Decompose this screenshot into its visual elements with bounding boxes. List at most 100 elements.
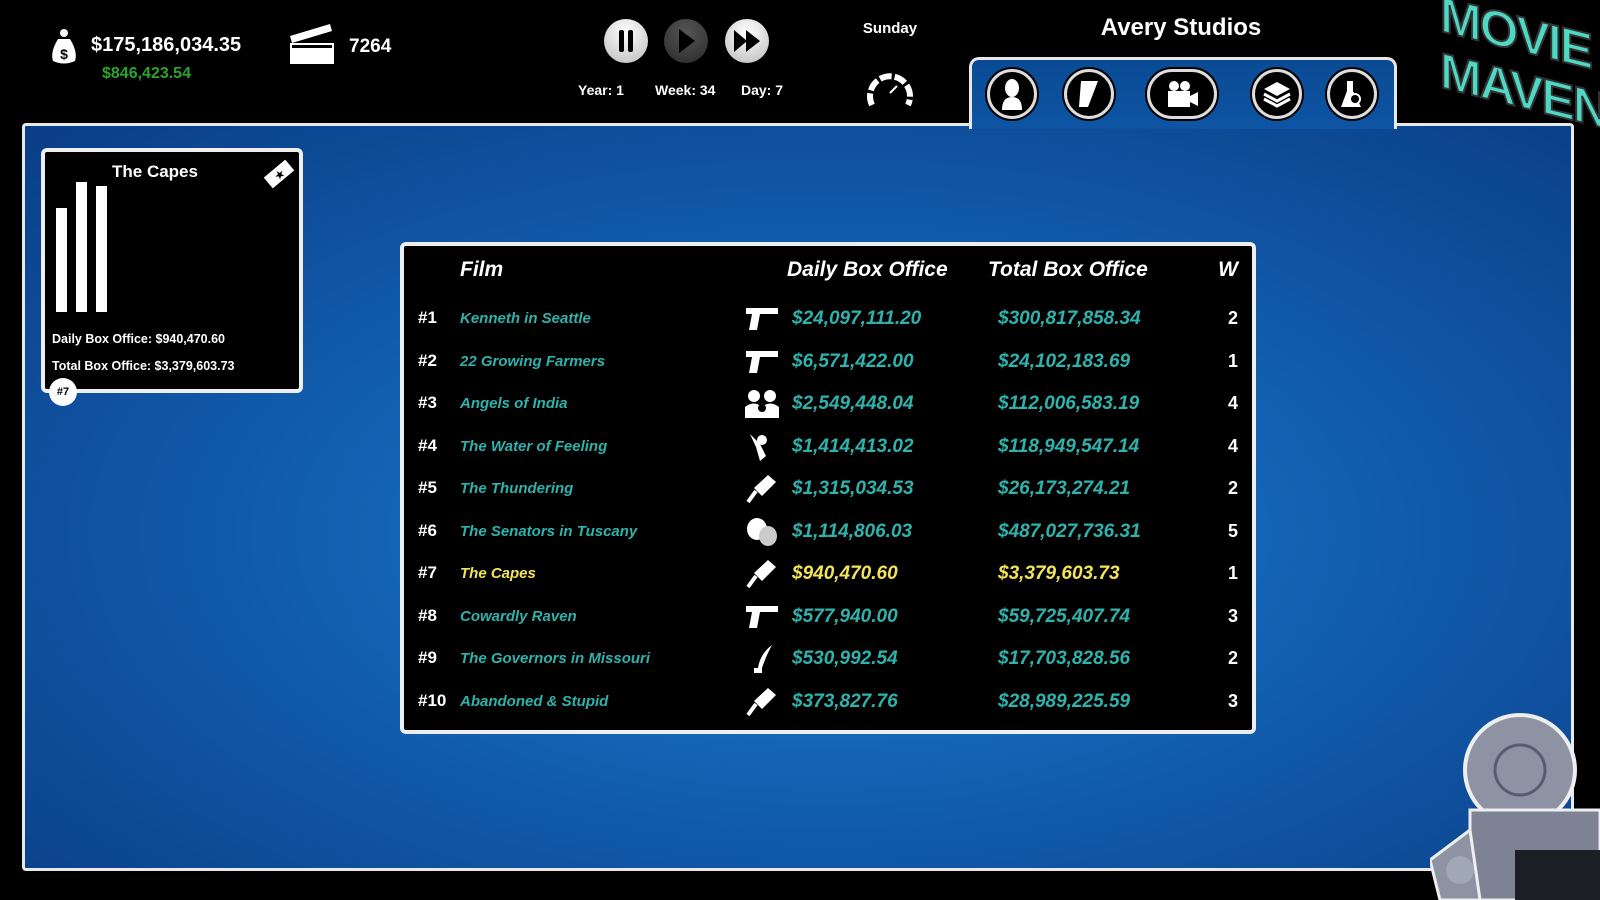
genre-cupid-icon: [744, 432, 780, 462]
header-daily: Daily Box Office: [787, 258, 948, 281]
row-rank: #5: [418, 478, 437, 497]
row-rank: #1: [418, 308, 437, 327]
table-row[interactable]: #6 The Senators in Tuscany $1,114,806.03…: [404, 517, 1252, 547]
weekly-bar: [96, 185, 107, 312]
card-rank-badge: #7: [49, 378, 77, 406]
play-button[interactable]: [664, 19, 708, 63]
ticket-icon[interactable]: ★: [263, 158, 295, 190]
svg-text:$: $: [60, 46, 68, 62]
row-film[interactable]: 22 Growing Farmers: [460, 352, 606, 370]
weekly-bar: [56, 208, 67, 312]
header-weeks: W: [1218, 258, 1238, 281]
row-rank: #7: [418, 563, 437, 582]
clapperboard-icon: [290, 24, 334, 64]
row-total: $24,102,183.69: [998, 350, 1131, 372]
layers-icon: [1263, 82, 1291, 108]
genre-gun-icon: [744, 304, 780, 334]
row-film[interactable]: Kenneth in Seattle: [460, 310, 591, 327]
nav-staff-button[interactable]: [987, 69, 1037, 119]
nav-films-button[interactable]: [1147, 69, 1217, 119]
row-weeks: 4: [1227, 393, 1238, 413]
row-rank: #8: [418, 605, 437, 625]
row-total: $26,173,274.21: [998, 478, 1131, 499]
genre-family-icon: [744, 389, 780, 419]
row-rank: #3: [418, 393, 437, 412]
weekly-bar: [76, 182, 87, 312]
row-film[interactable]: Abandoned & Stupid: [460, 692, 609, 710]
film-camera-decoration: [1430, 713, 1600, 900]
card-total: Total Box Office: $3,379,603.73: [52, 359, 235, 373]
table-row[interactable]: #3 Angels of India $2,549,448.04 $112,00…: [404, 389, 1252, 419]
row-weeks: 1: [1227, 563, 1238, 583]
row-daily: $6,571,422.00: [792, 350, 914, 372]
pause-icon: [619, 30, 633, 52]
row-rank: #2: [418, 350, 437, 370]
row-total: $300,817,858.34: [998, 308, 1141, 329]
genre-cleaver-icon: [744, 474, 780, 504]
row-film[interactable]: The Governors in Missouri: [460, 650, 651, 667]
header-film: Film: [460, 258, 504, 281]
row-rank: #10: [418, 690, 447, 710]
table-row[interactable]: #8 Cowardly Raven $577,940.00 $59,725,40…: [404, 602, 1252, 632]
play-icon: [679, 29, 695, 53]
film-count: 7264: [349, 36, 392, 57]
row-total: $3,379,603.73: [998, 563, 1120, 584]
day-label: Day: 7: [741, 82, 784, 98]
script-icon: [1079, 81, 1098, 107]
row-daily: $1,414,413.02: [792, 435, 914, 457]
studio-name: Avery Studios: [1100, 14, 1262, 41]
table-row[interactable]: #1 Kenneth in Seattle $24,097,111.20 $30…: [404, 304, 1252, 334]
pause-button[interactable]: [604, 19, 648, 63]
table-row[interactable]: #7 The Capes $940,470.60 $3,379,603.73 1: [404, 559, 1252, 589]
table-row[interactable]: #9 The Governors in Missouri $530,992.54…: [404, 644, 1252, 674]
table-row[interactable]: #5 The Thundering $1,315,034.53 $26,173,…: [404, 474, 1252, 504]
row-daily: $2,549,448.04: [792, 393, 914, 414]
row-film[interactable]: The Capes: [460, 565, 536, 582]
speedometer-icon[interactable]: [866, 67, 914, 111]
nav-layers-button[interactable]: [1252, 69, 1302, 119]
genre-gun-icon: [744, 347, 780, 377]
table-row[interactable]: #4 The Water of Feeling $1,414,413.02 $1…: [404, 432, 1252, 462]
row-total: $17,703,828.56: [998, 648, 1131, 669]
row-weeks: 4: [1227, 435, 1238, 456]
row-daily: $373,827.76: [792, 690, 898, 712]
header-total: Total Box Office: [988, 258, 1148, 281]
row-daily: $577,940.00: [792, 605, 898, 627]
person-icon: [1002, 79, 1022, 110]
row-weeks: 5: [1227, 520, 1238, 541]
row-film[interactable]: The Thundering: [460, 480, 574, 497]
table-row[interactable]: #10 Abandoned & Stupid $373,827.76 $28,9…: [404, 687, 1252, 717]
row-daily: $1,114,806.03: [792, 520, 913, 542]
fast-forward-icon: [734, 30, 760, 52]
genre-cleaver-icon: [744, 687, 780, 717]
fast-forward-button[interactable]: [725, 19, 769, 63]
row-weeks: 2: [1227, 308, 1238, 328]
genre-cleaver-icon: [744, 559, 780, 589]
row-daily: $24,097,111.20: [792, 308, 922, 329]
nav-research-button[interactable]: [1327, 69, 1377, 119]
selected-film-card[interactable]: The Capes ★ Daily Box Office: $940,470.6…: [41, 148, 303, 406]
money-bag-icon: $: [52, 29, 76, 64]
row-film[interactable]: The Senators in Tuscany: [460, 522, 638, 540]
row-total: $59,725,407.74: [998, 605, 1131, 627]
row-total: $487,027,736.31: [998, 520, 1141, 542]
game-logo: MOVIE MAVEN: [1439, 0, 1600, 141]
weekday-label: Sunday: [862, 20, 918, 37]
row-film[interactable]: Cowardly Raven: [460, 607, 577, 625]
table-row[interactable]: #2 22 Growing Farmers $6,571,422.00 $24,…: [404, 347, 1252, 377]
camera-icon: [1168, 81, 1198, 107]
row-film[interactable]: Angels of India: [460, 395, 568, 412]
card-title: The Capes: [112, 162, 198, 181]
money-balance: $175,186,034.35: [91, 34, 242, 56]
row-daily: $940,470.60: [792, 563, 898, 584]
row-rank: #4: [418, 435, 437, 455]
box-office-table: Film Daily Box Office Total Box Office W…: [400, 242, 1256, 734]
row-film[interactable]: The Water of Feeling: [460, 437, 608, 455]
row-daily: $1,315,034.53: [792, 478, 914, 499]
genre-quill-icon: [744, 644, 780, 674]
row-total: $28,989,225.59: [998, 690, 1131, 712]
nav-scripts-button[interactable]: [1064, 69, 1114, 119]
row-rank: #9: [418, 648, 437, 667]
row-total: $112,006,583.19: [998, 393, 1140, 414]
row-weeks: 3: [1227, 605, 1238, 626]
